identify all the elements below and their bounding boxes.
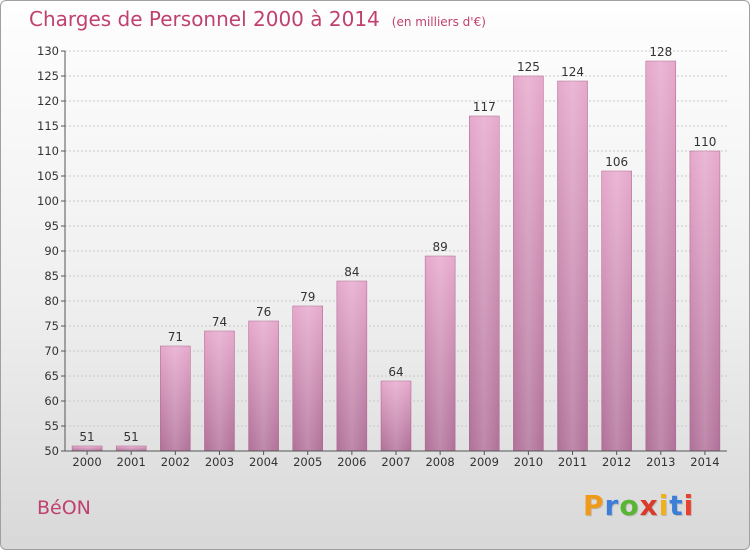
x-tick-label: 2010	[514, 455, 543, 469]
y-tick-label: 105	[37, 169, 59, 183]
bar-shine	[425, 256, 456, 451]
y-tick-label: 80	[44, 294, 59, 308]
x-tick-label: 2005	[293, 455, 322, 469]
y-tick-label: 120	[37, 94, 59, 108]
bar-value-label: 110	[693, 135, 716, 149]
bar-shine	[601, 171, 632, 451]
chart-title-main: Charges de Personnel 2000 à 2014	[29, 7, 380, 31]
bar-value-label: 64	[388, 365, 403, 379]
y-tick-label: 50	[44, 444, 59, 458]
bar-value-label: 128	[649, 45, 672, 59]
bar-shine	[513, 76, 544, 451]
y-tick-label: 130	[37, 44, 59, 58]
bar-shine	[248, 321, 279, 451]
bar-value-label: 106	[605, 155, 628, 169]
x-tick-label: 2004	[249, 455, 278, 469]
bar-value-label: 74	[212, 315, 227, 329]
y-tick-label: 65	[44, 369, 59, 383]
y-tick-label: 85	[44, 269, 59, 283]
x-tick-label: 2003	[205, 455, 234, 469]
bar-shine	[469, 116, 500, 451]
y-tick-label: 90	[44, 244, 59, 258]
bar-value-label: 89	[432, 240, 447, 254]
bar-shine	[336, 281, 367, 451]
x-tick-label: 2009	[470, 455, 499, 469]
bar-shine	[204, 331, 235, 451]
bar-value-label: 117	[473, 100, 496, 114]
y-tick-label: 75	[44, 319, 59, 333]
bar-value-label: 76	[256, 305, 271, 319]
chart-title: Charges de Personnel 2000 à 2014 (en mill…	[29, 7, 486, 31]
proxiti-logo: Proxiti	[583, 489, 695, 522]
bar-value-label: 84	[344, 265, 359, 279]
bar-value-label: 124	[561, 65, 584, 79]
bar-value-label: 79	[300, 290, 315, 304]
bar-shine	[292, 306, 323, 451]
chart-title-unit: (en milliers d'€)	[391, 15, 486, 29]
bar-shine	[116, 446, 147, 451]
bar-shine	[557, 81, 588, 451]
x-tick-label: 2002	[161, 455, 190, 469]
x-tick-label: 2013	[646, 455, 675, 469]
place-name: BéON	[37, 497, 91, 519]
x-tick-label: 2007	[381, 455, 410, 469]
axes: 50 55 60 65 70 75 80 85 90 95 100 105 110 115 120 125 13…	[37, 44, 727, 469]
y-tick-label: 110	[37, 144, 59, 158]
y-tick-label: 115	[37, 119, 59, 133]
bar-shine	[160, 346, 191, 451]
bar-value-label: 51	[124, 430, 139, 444]
x-tick-label: 2012	[602, 455, 631, 469]
y-tick-label: 70	[44, 344, 59, 358]
y-tick-label: 95	[44, 219, 59, 233]
x-tick-label: 2011	[558, 455, 587, 469]
bars: 51 51 71 74 76 79 84 64 89 117 125 124 106 128 110	[71, 45, 721, 452]
y-tick-label: 55	[44, 419, 59, 433]
bar-value-label: 125	[517, 60, 540, 74]
bar-shine	[645, 61, 676, 451]
x-tick-label: 2008	[425, 455, 454, 469]
bar-value-label: 71	[168, 330, 183, 344]
y-tick-label: 60	[44, 394, 59, 408]
bar-shine	[689, 151, 720, 451]
bar-shine	[72, 446, 103, 451]
x-tick-label: 2001	[117, 455, 146, 469]
y-tick-label: 100	[37, 194, 59, 208]
bar-value-label: 51	[79, 430, 94, 444]
x-tick-label: 2006	[337, 455, 366, 469]
x-tick-label: 2000	[72, 455, 101, 469]
y-tick-label: 125	[37, 69, 59, 83]
x-tick-label: 2014	[690, 455, 719, 469]
bar-shine	[381, 381, 411, 451]
